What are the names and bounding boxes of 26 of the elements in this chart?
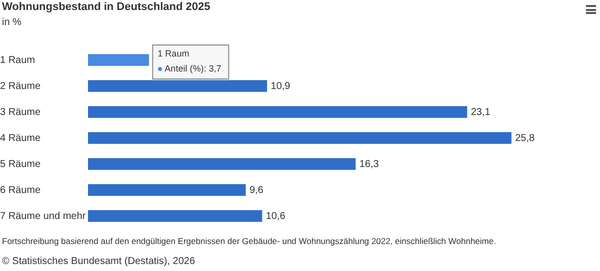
y-tick-label: 1 Raum [0,54,36,66]
data-label: 23,1 [470,106,491,118]
y-tick-label: 3 Räume [0,106,42,118]
y-tick-label: 7 Räume und mehr [0,210,86,222]
annotation: Anteil (%): 3,7 [164,63,222,74]
y-tick-label: 2 Räume [0,80,42,92]
text: © Statistisches Bundesamt (Destatis), 2026 [2,256,196,267]
data-label: 10,6 [266,210,286,222]
bar [88,158,356,170]
y-tick-label: 4 Räume [0,132,42,144]
category-label: 1 Raum [158,48,190,58]
bar [88,54,150,66]
y-tick-label: 6 Räume [0,184,42,196]
data-label: 10,9 [270,80,291,92]
bar [88,80,268,92]
bar [88,184,246,196]
data-label: 16,3 [359,158,380,170]
data-label: 9,6 [249,184,264,196]
data-label: 25,8 [515,132,536,144]
bar [88,132,512,144]
text: Fortschreibung basierend auf den endgültigen Ergebnissen der Gebäude- und Wohnungszählung 2022, einschließlich Wohnheime. [2,236,496,246]
bar [88,210,262,222]
bar [88,106,468,118]
chart-subtitle: in % [2,17,22,28]
chart-title: Wohnungsbestand in Deutschland 2025 [2,1,210,13]
y-tick-label: 5 Räume [0,158,42,170]
